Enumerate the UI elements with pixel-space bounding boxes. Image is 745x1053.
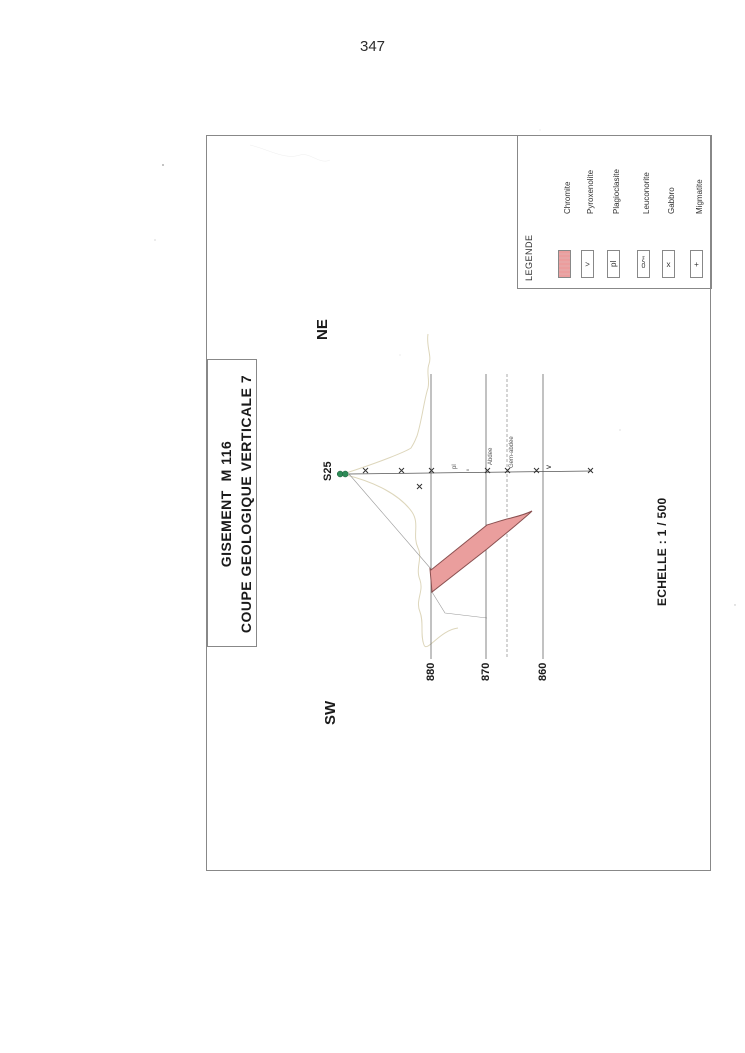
svg-text:v: v [544, 465, 553, 469]
